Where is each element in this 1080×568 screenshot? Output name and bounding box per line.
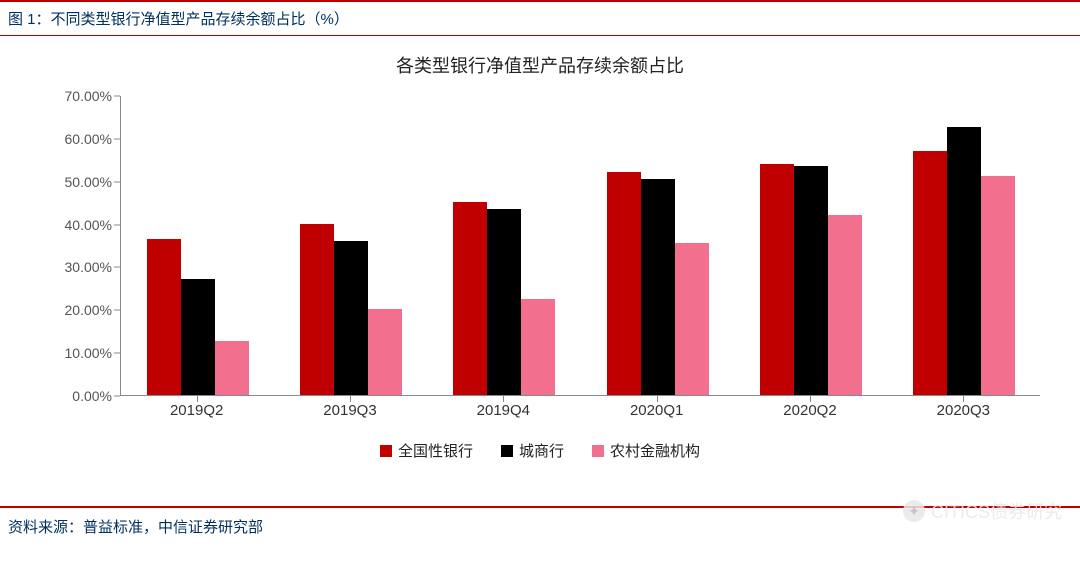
y-tick-label: 30.00%: [65, 259, 112, 275]
legend: 全国性银行 城商行 农村金融机构: [30, 440, 1050, 461]
x-tick-label: 2020Q1: [630, 402, 683, 419]
legend-item: 城商行: [501, 440, 564, 461]
bar: [828, 215, 862, 395]
y-tick-label: 0.00%: [72, 388, 112, 404]
y-tick-label: 70.00%: [65, 88, 112, 104]
bar: [368, 309, 402, 395]
source-bar: 资料来源：普益标准，中信证券研究部: [0, 506, 1080, 537]
bar: [641, 179, 675, 395]
bar-group: [913, 127, 1015, 395]
chart-title: 各类型银行净值型产品存续余额占比: [30, 52, 1050, 78]
source-text: 资料来源：普益标准，中信证券研究部: [8, 519, 263, 536]
legend-swatch: [501, 445, 513, 457]
bar: [947, 127, 981, 395]
bar: [760, 164, 794, 395]
legend-label: 全国性银行: [398, 440, 473, 461]
bar-group: [300, 224, 402, 395]
legend-swatch: [592, 445, 604, 457]
y-tick-label: 20.00%: [65, 302, 112, 318]
bar: [913, 151, 947, 395]
bar: [181, 279, 215, 395]
bar: [675, 243, 709, 395]
legend-label: 城商行: [519, 440, 564, 461]
y-tick-label: 40.00%: [65, 217, 112, 233]
y-tick-label: 50.00%: [65, 174, 112, 190]
bar: [453, 202, 487, 395]
legend-item: 农村金融机构: [592, 440, 700, 461]
x-tick-label: 2020Q2: [783, 402, 836, 419]
bar: [794, 166, 828, 395]
plot-wrap: 0.00% 10.00% 20.00% 30.00% 40.00% 50.00% 60.00…: [40, 96, 1040, 426]
legend-label: 农村金融机构: [610, 440, 700, 461]
bar: [215, 341, 249, 395]
y-axis: 0.00%10.00%20.00%30.00%40.00%50.00%60.00…: [40, 96, 120, 396]
plot-region: [120, 96, 1040, 396]
bar: [300, 224, 334, 395]
x-tick-label: 2020Q3: [937, 402, 990, 419]
bar: [607, 172, 641, 395]
y-tick-label: 10.00%: [65, 345, 112, 361]
legend-item: 全国性银行: [380, 440, 473, 461]
figure-caption-bar: 图 1：不同类型银行净值型产品存续余额占比（%）: [0, 0, 1080, 36]
bar: [981, 176, 1015, 395]
x-tick-label: 2019Q4: [477, 402, 530, 419]
legend-swatch: [380, 445, 392, 457]
bar-group: [607, 172, 709, 395]
bar: [147, 239, 181, 395]
bar: [521, 299, 555, 395]
bar-group: [760, 164, 862, 395]
x-tick-label: 2019Q2: [170, 402, 223, 419]
x-axis: 2019Q2 2019Q3 2019Q4 2020Q1 2020Q2 2020Q3: [120, 396, 1040, 426]
bar-group: [453, 202, 555, 395]
figure-caption: 图 1：不同类型银行净值型产品存续余额占比（%）: [8, 11, 349, 28]
y-tick-label: 60.00%: [65, 131, 112, 147]
bar-group: [147, 239, 249, 395]
bar: [487, 209, 521, 395]
x-tick-label: 2019Q3: [323, 402, 376, 419]
chart-area: 各类型银行净值型产品存续余额占比 0.00% 10.00% 20.00% 30.00%…: [0, 36, 1080, 506]
bar: [334, 241, 368, 395]
